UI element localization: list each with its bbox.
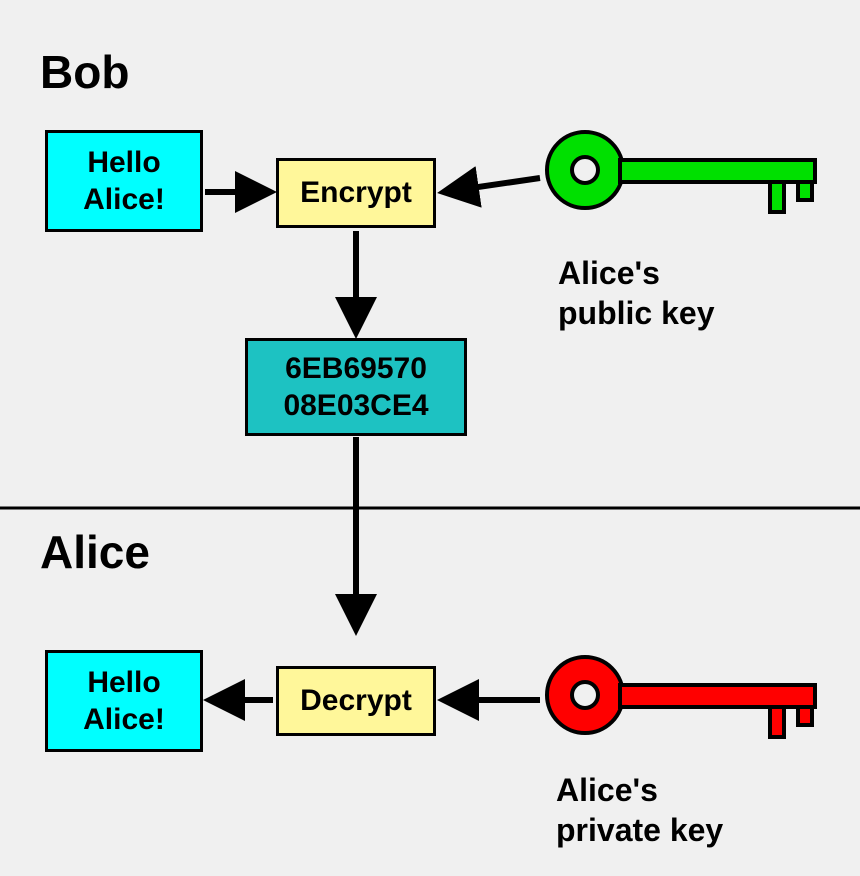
public-key-icon	[547, 132, 815, 212]
arrow-pubkey-to-encrypt	[444, 178, 540, 192]
plaintext-box-top: Hello Alice!	[45, 130, 203, 232]
section-bob-label: Bob	[40, 45, 129, 99]
private-key-label: Alice's private key	[556, 770, 723, 850]
decrypt-box: Decrypt	[276, 666, 436, 736]
ciphertext-box: 6EB69570 08E03CE4	[245, 338, 467, 436]
private-key-icon	[547, 657, 815, 737]
section-alice-label: Alice	[40, 525, 150, 579]
plaintext-box-bottom: Hello Alice!	[45, 650, 203, 752]
diagram-canvas: Bob Alice Hello Alice! Encrypt 6EB69570 …	[0, 0, 860, 876]
public-key-label: Alice's public key	[558, 253, 715, 333]
encrypt-box: Encrypt	[276, 158, 436, 228]
